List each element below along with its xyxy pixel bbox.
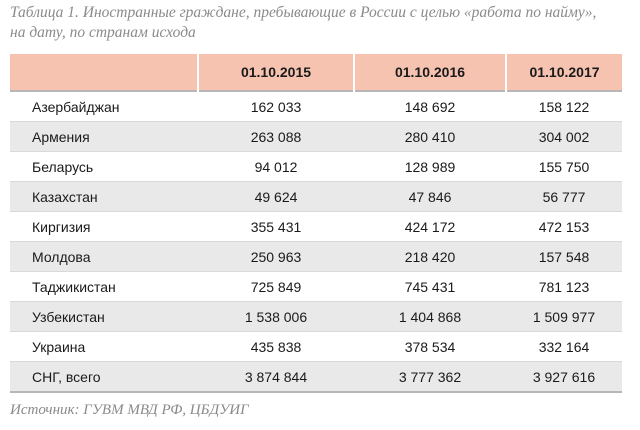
table-row: Украина 435 838 378 534 332 164 [10, 331, 622, 362]
value-2016: 745 431 [354, 271, 506, 302]
table-row: Беларусь 94 012 128 989 155 750 [10, 151, 622, 182]
header-date-2016: 01.10.2016 [354, 54, 507, 91]
country-name: Киргизия [10, 211, 198, 242]
value-2017: 158 122 [506, 90, 622, 122]
value-2016: 1 404 868 [354, 301, 506, 332]
country-name: Армения [10, 121, 198, 152]
total-2016: 3 777 362 [354, 361, 506, 393]
value-2017: 157 548 [506, 241, 622, 272]
total-2017: 3 927 616 [506, 361, 622, 393]
value-2017: 332 164 [506, 331, 622, 362]
value-2016: 378 534 [354, 331, 506, 362]
value-2015: 355 431 [198, 211, 354, 242]
table-caption: Таблица 1. Иностранные граждане, пребыва… [10, 3, 630, 43]
total-label: СНГ, всего [10, 361, 198, 393]
source-note: Источник: ГУВМ МВД РФ, ЦБДУИГ [10, 402, 249, 418]
value-2015: 162 033 [198, 90, 354, 122]
country-name: Украина [10, 331, 198, 362]
country-name: Беларусь [10, 151, 198, 182]
table-row: Азербайджан 162 033 148 692 158 122 [10, 90, 622, 122]
table-row: Узбекистан 1 538 006 1 404 868 1 509 977 [10, 301, 622, 332]
value-2017: 155 750 [506, 151, 622, 182]
value-2017: 304 002 [506, 121, 622, 152]
table-row: Киргизия 355 431 424 172 472 153 [10, 211, 622, 242]
total-2015: 3 874 844 [198, 361, 354, 393]
migrants-table: 01.10.2015 01.10.2016 01.10.2017 Азербай… [10, 54, 622, 393]
value-2016: 128 989 [354, 151, 506, 182]
value-2015: 263 088 [198, 121, 354, 152]
value-2015: 1 538 006 [198, 301, 354, 332]
country-name: Таджикистан [10, 271, 198, 302]
value-2016: 148 692 [354, 90, 506, 122]
country-name: Казахстан [10, 181, 198, 212]
value-2015: 94 012 [198, 151, 354, 182]
header-date-2017: 01.10.2017 [506, 54, 622, 91]
table-row: Армения 263 088 280 410 304 002 [10, 121, 622, 152]
value-2015: 250 963 [198, 241, 354, 272]
value-2016: 280 410 [354, 121, 506, 152]
value-2017: 472 153 [506, 211, 622, 242]
value-2015: 725 849 [198, 271, 354, 302]
country-name: Узбекистан [10, 301, 198, 332]
caption-line-1: Таблица 1. Иностранные граждане, пребыва… [10, 4, 597, 21]
country-name: Молдова [10, 241, 198, 272]
header-row: 01.10.2015 01.10.2016 01.10.2017 [10, 54, 622, 91]
value-2017: 56 777 [506, 181, 622, 212]
table-row: Казахстан 49 624 47 846 56 777 [10, 181, 622, 212]
header-date-2015: 01.10.2015 [198, 54, 355, 91]
caption-line-2: на дату, по странам исхода [10, 24, 196, 41]
header-country [10, 54, 199, 91]
value-2015: 435 838 [198, 331, 354, 362]
value-2017: 781 123 [506, 271, 622, 302]
table-row: Молдова 250 963 218 420 157 548 [10, 241, 622, 272]
table-row: Таджикистан 725 849 745 431 781 123 [10, 271, 622, 302]
value-2016: 218 420 [354, 241, 506, 272]
value-2015: 49 624 [198, 181, 354, 212]
value-2016: 47 846 [354, 181, 506, 212]
country-name: Азербайджан [10, 90, 198, 122]
value-2016: 424 172 [354, 211, 506, 242]
value-2017: 1 509 977 [506, 301, 622, 332]
total-row: СНГ, всего 3 874 844 3 777 362 3 927 616 [10, 361, 622, 393]
